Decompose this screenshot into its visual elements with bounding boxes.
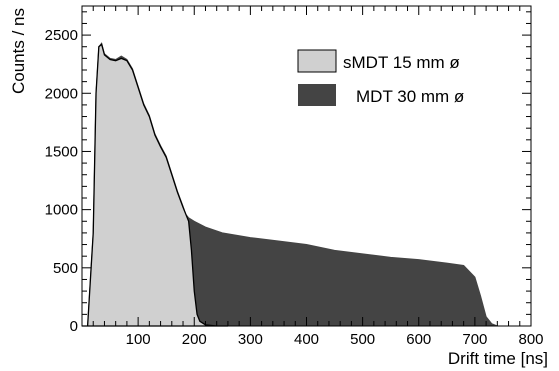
legend-swatch-mdt	[298, 84, 336, 106]
x-tick-label: 700	[462, 331, 487, 348]
y-tick-label: 2500	[45, 27, 78, 44]
y-tick-label: 0	[70, 318, 78, 335]
x-tick-label: 400	[294, 331, 319, 348]
y-tick-label: 500	[53, 260, 78, 277]
x-tick-label: 100	[126, 331, 151, 348]
y-axis-label: Counts / ns	[9, 8, 28, 94]
tick-labels: 100 200 300 400 500 600 700 800 0 500 1000 1500 2000…	[45, 27, 544, 348]
y-tick-label: 1500	[45, 143, 78, 160]
x-tick-label: 300	[238, 331, 263, 348]
legend-swatch-smdt	[297, 49, 337, 73]
legend: sMDT 15 mm ø MDT 30 mm ø	[297, 49, 464, 106]
x-tick-label: 500	[350, 331, 375, 348]
series-smdt-area	[82, 43, 228, 327]
x-tick-label: 600	[406, 331, 431, 348]
legend-label-smdt: sMDT 15 mm ø	[343, 53, 460, 72]
y-tick-label: 1000	[45, 202, 78, 219]
x-tick-label: 200	[182, 331, 207, 348]
x-tick-label: 800	[518, 331, 543, 348]
y-tick-label: 2000	[45, 85, 78, 102]
legend-label-mdt: MDT 30 mm ø	[356, 87, 464, 106]
x-axis-label: Drift time [ns]	[448, 349, 548, 368]
tick-marks	[81, 6, 532, 327]
plot-areas	[82, 42, 509, 327]
